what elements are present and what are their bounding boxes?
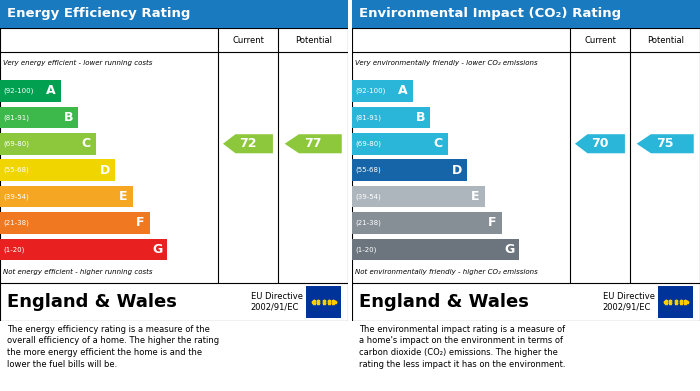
Text: 72: 72: [239, 137, 257, 150]
Text: (21-38): (21-38): [356, 220, 382, 226]
Text: Not environmentally friendly - higher CO₂ emissions: Not environmentally friendly - higher CO…: [356, 269, 538, 275]
Text: F: F: [136, 217, 145, 230]
Text: C: C: [433, 137, 442, 150]
Polygon shape: [637, 134, 694, 153]
Text: Energy Efficiency Rating: Energy Efficiency Rating: [7, 7, 190, 20]
Text: (39-54): (39-54): [356, 193, 382, 200]
Text: (92-100): (92-100): [356, 88, 386, 94]
Text: 77: 77: [304, 137, 322, 150]
Text: G: G: [504, 243, 514, 256]
Text: (1-20): (1-20): [356, 246, 377, 253]
Text: (69-80): (69-80): [356, 140, 382, 147]
Bar: [0, 106, 78, 128]
Bar: [0, 160, 116, 181]
Text: Current: Current: [584, 36, 616, 45]
Bar: [352, 212, 502, 234]
Text: (81-91): (81-91): [4, 114, 29, 120]
Bar: [352, 133, 448, 154]
Text: G: G: [152, 243, 162, 256]
Text: Environmental Impact (CO₂) Rating: Environmental Impact (CO₂) Rating: [359, 7, 621, 20]
Text: A: A: [46, 84, 56, 97]
Text: Not energy efficient - higher running costs: Not energy efficient - higher running co…: [4, 269, 153, 275]
Bar: [352, 186, 484, 207]
Bar: [0, 186, 133, 207]
Text: E: E: [119, 190, 127, 203]
Text: D: D: [452, 164, 462, 177]
Text: (21-38): (21-38): [4, 220, 29, 226]
Bar: [352, 106, 430, 128]
Text: (81-91): (81-91): [356, 114, 382, 120]
Bar: [0, 80, 61, 102]
Text: B: B: [416, 111, 425, 124]
Text: A: A: [398, 84, 407, 97]
Bar: [352, 239, 519, 260]
Text: Current: Current: [232, 36, 264, 45]
Bar: [306, 286, 341, 318]
Text: Very energy efficient - lower running costs: Very energy efficient - lower running co…: [4, 60, 153, 66]
Polygon shape: [575, 134, 625, 153]
Text: D: D: [100, 164, 110, 177]
Bar: [0, 239, 167, 260]
Text: E: E: [471, 190, 480, 203]
Text: The energy efficiency rating is a measure of the
overall efficiency of a home. T: The energy efficiency rating is a measur…: [7, 325, 219, 369]
Text: F: F: [489, 217, 497, 230]
Text: Very environmentally friendly - lower CO₂ emissions: Very environmentally friendly - lower CO…: [356, 60, 538, 66]
Text: (69-80): (69-80): [4, 140, 29, 147]
Polygon shape: [285, 134, 342, 153]
Bar: [352, 160, 468, 181]
Text: Potential: Potential: [647, 36, 684, 45]
Text: (55-68): (55-68): [4, 167, 29, 174]
Text: (55-68): (55-68): [356, 167, 382, 174]
Text: The environmental impact rating is a measure of
a home's impact on the environme: The environmental impact rating is a mea…: [359, 325, 566, 369]
Text: England & Wales: England & Wales: [359, 293, 528, 311]
Text: EU Directive
2002/91/EC: EU Directive 2002/91/EC: [251, 292, 302, 312]
Text: C: C: [81, 137, 90, 150]
Bar: [352, 80, 413, 102]
Text: (1-20): (1-20): [4, 246, 25, 253]
Text: EU Directive
2002/91/EC: EU Directive 2002/91/EC: [603, 292, 655, 312]
Bar: [0, 133, 96, 154]
Text: 70: 70: [592, 137, 609, 150]
Text: Potential: Potential: [295, 36, 332, 45]
Text: England & Wales: England & Wales: [7, 293, 177, 311]
Polygon shape: [223, 134, 273, 153]
Text: (39-54): (39-54): [4, 193, 29, 200]
Text: B: B: [64, 111, 73, 124]
Text: (92-100): (92-100): [4, 88, 34, 94]
Bar: [658, 286, 693, 318]
Text: 75: 75: [657, 137, 674, 150]
Bar: [0, 212, 150, 234]
